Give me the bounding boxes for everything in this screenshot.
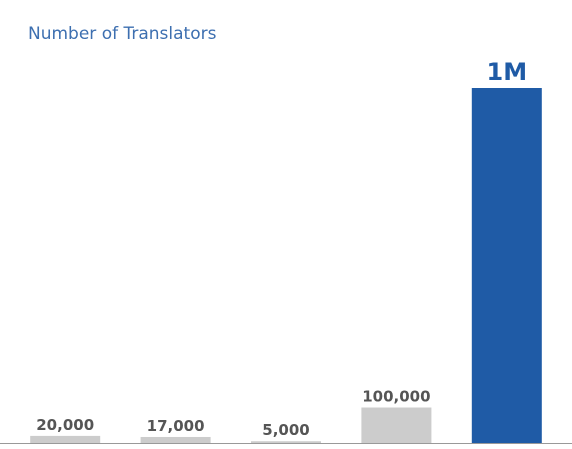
value-label: 20,000 [36, 416, 94, 434]
bar [471, 88, 542, 443]
chart-title: Number of Translators [28, 24, 217, 44]
value-label: 17,000 [147, 417, 205, 435]
bar [361, 407, 432, 443]
value-label: 1M [487, 58, 528, 86]
value-label: 5,000 [262, 421, 309, 439]
bar [140, 436, 211, 443]
bar [251, 441, 321, 443]
bar [30, 435, 101, 443]
value-label: 100,000 [362, 388, 430, 406]
